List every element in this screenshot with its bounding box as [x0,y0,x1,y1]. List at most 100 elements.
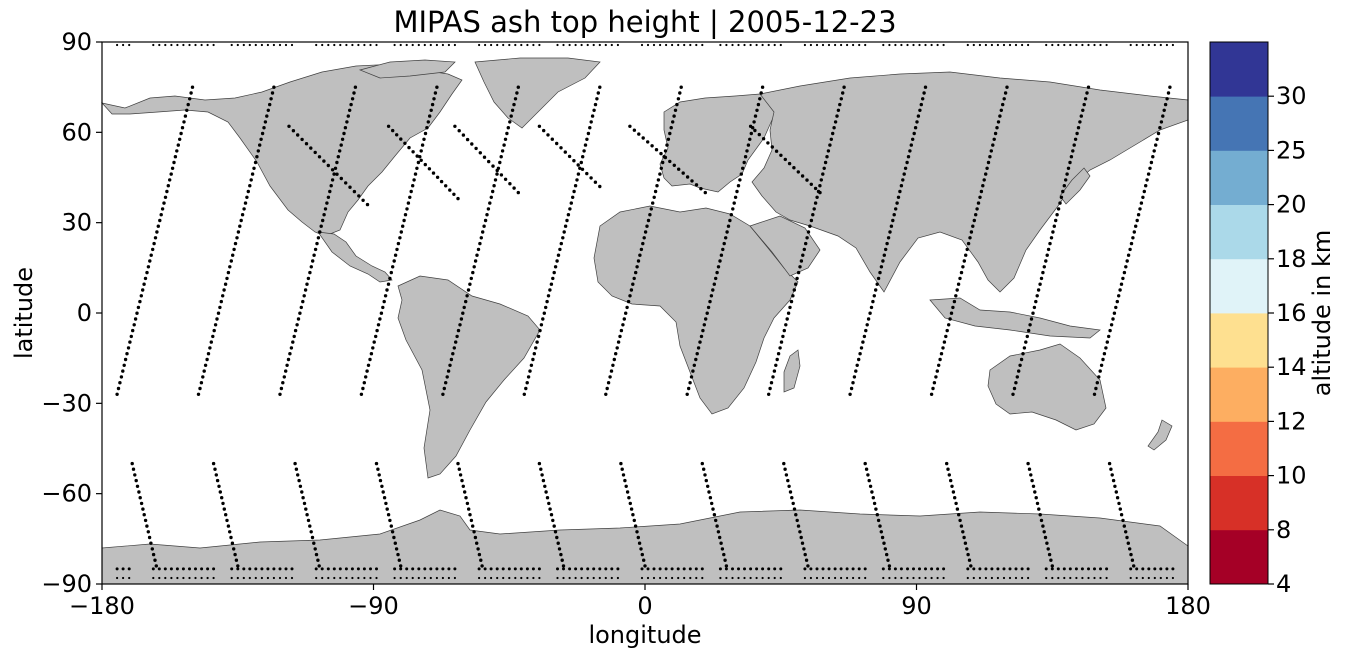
measurement-point [445,375,449,379]
measurement-point [263,120,268,124]
measurement-point [714,276,718,281]
measurement-point [200,567,204,571]
measurement-point [202,369,206,373]
measurement-point [704,317,708,321]
measurement-point [369,576,372,580]
measurement-point [150,547,154,551]
land-south-america [397,275,541,479]
measurement-point [775,357,779,362]
measurement-point [498,160,502,165]
measurement-point [356,567,360,571]
measurement-point [377,473,381,477]
measurement-point [773,567,777,571]
measurement-point [1061,189,1065,194]
measurement-point [712,513,717,517]
measurement-point [990,576,994,580]
measurement-point [1138,207,1142,211]
measurement-point [537,124,542,128]
measurement-point [863,461,867,466]
measurement-point [388,276,392,281]
measurement-point [641,136,645,140]
measurement-point [467,507,471,511]
measurement-point [735,189,739,194]
measurement-point [688,381,692,385]
measurement-point [728,218,732,223]
measurement-point [802,247,806,252]
measurement-point [415,166,419,170]
measurement-point [223,282,228,286]
measurement-point [791,501,795,506]
measurement-point [835,114,839,118]
measurement-point [446,369,451,373]
measurement-point [547,501,551,506]
measurement-point [152,576,155,580]
measurement-point [262,126,266,130]
measurement-point [803,43,807,47]
measurement-point [386,282,391,286]
measurement-point [520,576,523,580]
measurement-point [972,576,975,580]
measurement-point [976,201,981,205]
measurement-point [815,567,819,571]
colorbar-tick-label: 25 [1276,136,1307,164]
measurement-point [1135,567,1139,571]
measurement-point [773,576,776,580]
measurement-point [529,363,534,367]
colorbar-segment [1210,529,1268,585]
measurement-point [665,143,669,147]
measurement-point [677,43,680,47]
measurement-point [821,567,825,571]
measurement-point [783,157,787,162]
measurement-point [996,120,1001,124]
measurement-point [363,43,366,47]
measurement-point [553,530,558,534]
measurement-point [508,182,512,186]
measurement-point [659,166,663,170]
measurement-point [465,501,470,506]
measurement-point [871,299,875,304]
measurement-point [945,461,949,466]
measurement-point [864,467,869,471]
measurement-point [179,131,183,136]
measurement-point [1115,496,1120,500]
measurement-point [767,43,770,47]
measurement-point [154,564,158,568]
measurement-point [1027,43,1030,47]
measurement-point [163,195,168,199]
land-new-zealand [1147,419,1173,451]
measurement-point [508,120,512,124]
measurement-point [888,43,891,47]
measurement-point [606,381,611,385]
measurement-point [1014,43,1018,47]
colorbar-tick-label: 16 [1276,299,1307,327]
measurement-point [995,126,999,130]
measurement-point [1159,120,1164,124]
measurement-point [774,363,778,367]
measurement-point [260,567,264,571]
measurement-point [1099,363,1104,367]
measurement-point [134,478,138,483]
measurement-point [429,108,433,113]
measurement-point [559,552,563,557]
measurement-point [882,253,886,257]
measurement-point [621,473,626,477]
measurement-point [815,576,819,580]
measurement-point [715,270,719,275]
measurement-point [624,311,628,315]
measurement-point [336,155,340,159]
measurement-point [234,558,239,562]
measurement-point [296,317,301,321]
measurement-point [719,576,722,580]
measurement-point [852,375,857,379]
measurement-point [555,535,559,540]
measurement-point [718,259,722,263]
measurement-point [457,467,461,471]
measurement-point [266,567,270,571]
measurement-point [540,473,544,477]
measurement-point [555,141,559,146]
measurement-point [170,576,173,580]
measurement-point [278,43,282,47]
measurement-point [392,535,396,540]
measurement-point [566,213,571,217]
x-tick-label: −90 [348,592,399,620]
